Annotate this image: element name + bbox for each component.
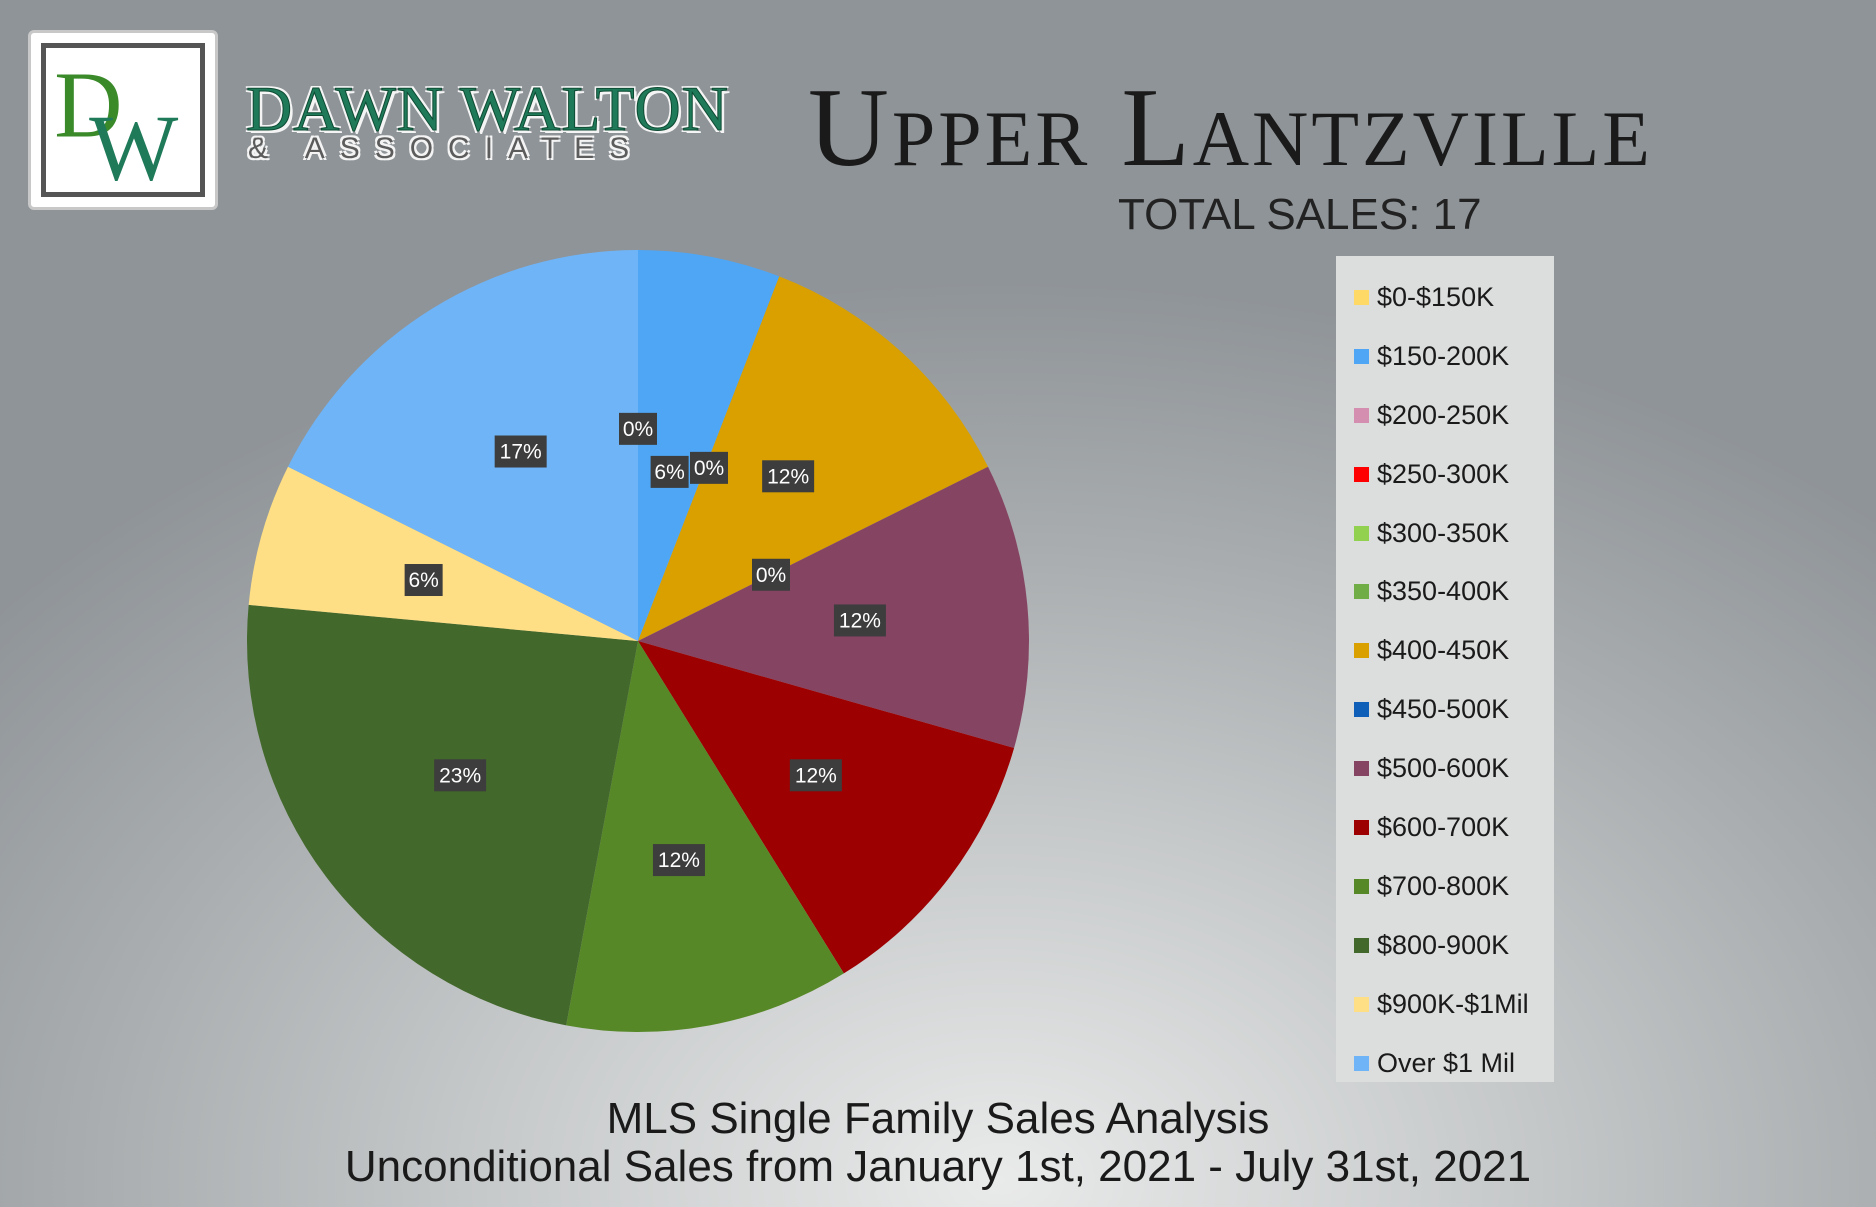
legend-swatch: [1354, 1055, 1369, 1071]
legend-swatch: [1354, 466, 1369, 482]
data-label-box: [404, 564, 443, 597]
legend-label: $800-900K: [1377, 929, 1510, 960]
data-label-600-700k: 12%: [789, 759, 842, 792]
legend-swatch: [1354, 348, 1369, 364]
data-label-box: [833, 604, 886, 637]
legend-item-0-150k: $0-$150K: [1336, 268, 1554, 327]
legend-item-500-600k: $500-600K: [1336, 739, 1554, 798]
dw-monogram-logo: DW: [54, 53, 178, 192]
data-label-450-500k: 0%: [752, 558, 791, 591]
pie-slice-150-200k: [638, 250, 780, 641]
legend-item-250-300k: $250-300K: [1336, 445, 1554, 504]
legend-swatch: [1354, 761, 1369, 777]
legend-item-over-1-mil: Over $1 Mil: [1336, 1034, 1554, 1093]
legend-item-400-450k: $400-450K: [1336, 621, 1554, 680]
data-label-box: [652, 844, 705, 877]
legend-swatch: [1354, 937, 1369, 953]
footer-title: MLS Single Family Sales Analysis: [606, 1094, 1270, 1143]
brand-subname: & ASSOCIATES: [248, 132, 645, 165]
legend-swatch: [1354, 407, 1369, 423]
logo-box: DW: [28, 30, 218, 210]
pie-slice-500-600k: [638, 466, 1029, 749]
data-label-400-450k: 12%: [762, 460, 815, 493]
data-label-text: 0%: [623, 418, 653, 441]
legend-label: $0-$150K: [1377, 281, 1495, 312]
data-label-500-600k: 12%: [833, 604, 886, 637]
legend-label: $600-700K: [1377, 811, 1510, 842]
legend-label: $500-600K: [1377, 753, 1510, 784]
legend-item-900k-1mil: $900K-$1Mil: [1336, 975, 1554, 1034]
data-label-700-800k: 12%: [652, 844, 705, 877]
data-label-text: 17%: [500, 441, 542, 464]
legend-label: $450-500K: [1377, 694, 1510, 725]
page-title: Upper Lantzville: [808, 66, 1653, 190]
data-label-box: [690, 451, 728, 484]
data-label-text: 12%: [767, 465, 809, 488]
legend-label: $900K-$1Mil: [1377, 988, 1529, 1019]
logo-letter-d: DW: [54, 53, 178, 192]
total-sales: TOTAL SALES: 17: [1118, 190, 1482, 239]
data-label-900k-1mil: 6%: [404, 564, 443, 597]
data-label-0-150k: 0%: [619, 412, 657, 445]
data-label-box: [650, 455, 689, 488]
data-label-text: 12%: [839, 609, 881, 632]
data-label-box: [789, 759, 842, 792]
legend-swatch: [1354, 289, 1369, 305]
data-label-text: 6%: [408, 569, 438, 592]
pie-data-labels: 0%6% 0% 12%0%12%12%12%23%6%17%: [404, 412, 886, 877]
data-label-box: [752, 558, 791, 591]
data-label-150-200k: 6%: [650, 455, 689, 488]
legend-label: $700-800K: [1377, 870, 1510, 901]
legend-swatch: [1354, 525, 1369, 541]
legend-label: $300-350K: [1377, 517, 1510, 548]
pie-slice-400-450k: [638, 276, 989, 641]
pie-slice-800-900k: [246, 604, 638, 1026]
data-label-text: 23%: [439, 764, 481, 787]
legend-label: $200-250K: [1377, 399, 1510, 430]
legend-item-800-900k: $800-900K: [1336, 916, 1554, 975]
legend-label: $150-200K: [1377, 340, 1510, 371]
data-label-200-250k: 0%: [690, 451, 728, 484]
brand-name: DAWN WALTON: [246, 73, 729, 145]
data-label-800-900k: 23%: [434, 759, 487, 792]
chart-legend: $0-$150K $150-200K $200-250K $250-300K $300-…: [1336, 256, 1554, 1082]
data-label-over-1-mil: 17%: [494, 435, 547, 468]
legend-item-450-500k: $450-500K: [1336, 680, 1554, 739]
data-label-box: [494, 435, 547, 468]
pie-slice-900k-1mil: [248, 466, 638, 641]
data-label-box: [434, 759, 487, 792]
legend-swatch: [1354, 819, 1369, 835]
legend-swatch: [1354, 643, 1369, 659]
logo-frame: DW: [41, 43, 205, 197]
data-label-text: 12%: [658, 849, 700, 872]
legend-item-200-250k: $200-250K: [1336, 386, 1554, 445]
legend-item-150-200k: $150-200K: [1336, 327, 1554, 386]
legend-swatch: [1354, 584, 1369, 600]
legend-item-300-350k: $300-350K: [1336, 504, 1554, 563]
data-label-box: [619, 412, 657, 445]
data-label-text: 12%: [795, 764, 837, 787]
legend-label: Over $1 Mil: [1377, 1047, 1516, 1078]
legend-item-700-800k: $700-800K: [1336, 857, 1554, 916]
legend-label: $350-400K: [1377, 576, 1510, 607]
data-label-text: 0%: [756, 564, 786, 587]
data-label-text: 0%: [694, 457, 724, 480]
legend-swatch: [1354, 996, 1369, 1012]
pie-slice-700-800k: [566, 641, 844, 1032]
legend-label: $250-300K: [1377, 458, 1510, 489]
legend-swatch: [1354, 878, 1369, 894]
footer-subtitle: Unconditional Sales from January 1st, 20…: [344, 1142, 1532, 1191]
pie-slice-600-700k: [638, 641, 1015, 974]
legend-item-350-400k: $350-400K: [1336, 562, 1554, 621]
legend-label: $400-450K: [1377, 635, 1510, 666]
pie-slices: [246, 250, 1029, 1032]
legend-swatch: [1354, 702, 1369, 718]
data-label-box: [762, 460, 815, 493]
data-label-text: 6%: [654, 461, 684, 484]
pie-slice-over-1-mil: [287, 250, 638, 641]
legend-item-600-700k: $600-700K: [1336, 798, 1554, 857]
